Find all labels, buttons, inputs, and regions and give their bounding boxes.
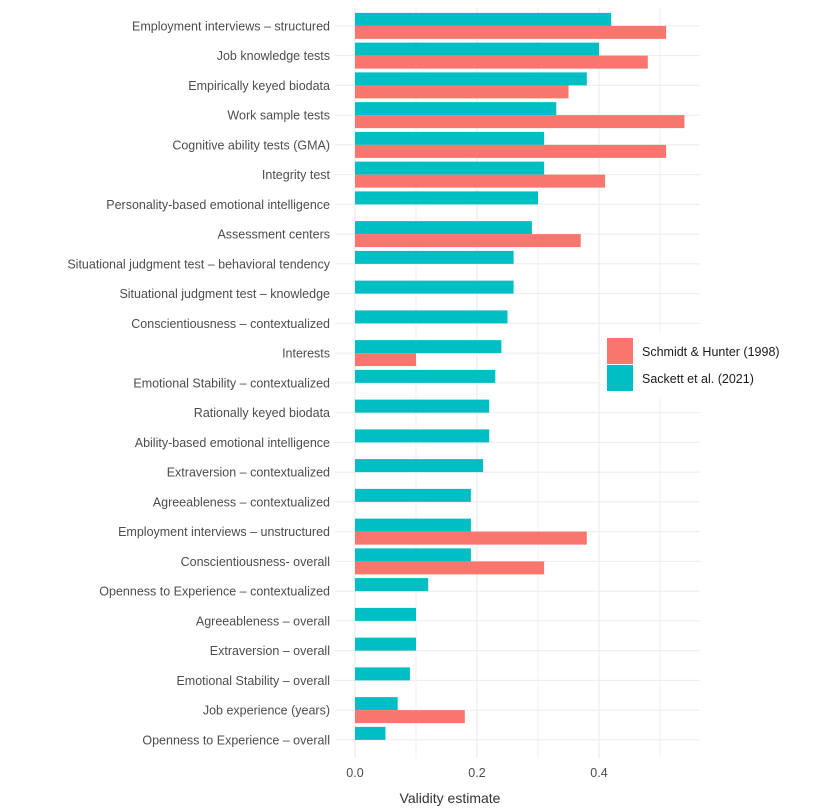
category-label: Ability-based emotional intelligence [135, 436, 330, 450]
bar-sackett-2021 [355, 488, 471, 502]
bar-sackett-2021 [355, 340, 502, 354]
bar-sackett-2021 [355, 280, 514, 294]
category-label: Openness to Experience – overall [142, 733, 330, 747]
category-label: Interests [282, 347, 330, 361]
category-label: Job experience (years) [203, 704, 330, 718]
bar-sackett-2021 [355, 250, 514, 264]
category-label: Work sample tests [227, 109, 330, 123]
category-label: Job knowledge tests [217, 49, 330, 63]
category-label: Extraversion – overall [210, 644, 330, 658]
legend-label: Schmidt & Hunter (1998) [642, 345, 780, 359]
category-label: Agreeableness – overall [196, 614, 330, 628]
bar-schmidt-hunter-1998 [355, 144, 667, 158]
bar-sackett-2021 [355, 518, 471, 532]
legend: Schmidt & Hunter (1998) Sackett et al. (2… [600, 332, 780, 397]
category-label: Situational judgment test – behavioral t… [67, 257, 330, 271]
category-label: Emotional Stability – overall [176, 674, 330, 688]
category-label: Extraversion – contextualized [167, 466, 330, 480]
bar-sackett-2021 [355, 102, 557, 116]
bar-sackett-2021 [355, 697, 398, 711]
bar-sackett-2021 [355, 12, 612, 26]
bar-sackett-2021 [355, 637, 416, 651]
category-label: Openness to Experience – contextualized [99, 585, 330, 599]
category-label: Integrity test [262, 168, 331, 182]
bar-sackett-2021 [355, 72, 587, 86]
bar-sackett-2021 [355, 369, 496, 383]
x-tick-label: 0.2 [468, 766, 485, 780]
x-tick-label: 0.0 [346, 766, 363, 780]
category-label: Situational judgment test – knowledge [119, 287, 330, 301]
bar-schmidt-hunter-1998 [355, 531, 587, 545]
category-label: Conscientiousness – contextualized [131, 317, 330, 331]
bar-schmidt-hunter-1998 [355, 55, 648, 69]
legend-label: Sackett et al. (2021) [642, 372, 754, 386]
category-labels: Employment interviews – structured Job kn… [67, 19, 330, 747]
bar-sackett-2021 [355, 131, 545, 145]
legend-swatch [607, 365, 633, 391]
bar-sackett-2021 [355, 667, 410, 681]
bar-sackett-2021 [355, 429, 490, 443]
bars [355, 12, 685, 740]
category-label: Conscientiousness- overall [181, 555, 330, 569]
bar-sackett-2021 [355, 726, 386, 740]
bar-sackett-2021 [355, 459, 484, 473]
category-label: Emotional Stability – contextualized [133, 376, 330, 390]
bar-sackett-2021 [355, 607, 416, 621]
bar-sackett-2021 [355, 578, 429, 592]
bar-sackett-2021 [355, 221, 532, 235]
bar-schmidt-hunter-1998 [355, 234, 581, 248]
bar-schmidt-hunter-1998 [355, 25, 667, 39]
category-label: Cognitive ability tests (GMA) [172, 138, 330, 152]
category-label: Assessment centers [217, 228, 330, 242]
bar-schmidt-hunter-1998 [355, 561, 545, 575]
category-label: Employment interviews – unstructured [118, 525, 330, 539]
bar-sackett-2021 [355, 42, 599, 56]
bar-sackett-2021 [355, 548, 471, 562]
x-axis-ticks: 0.0 0.2 0.4 [346, 766, 607, 780]
bar-sackett-2021 [355, 161, 545, 175]
bar-sackett-2021 [355, 399, 490, 413]
legend-swatch [607, 338, 633, 364]
category-label: Agreeableness – contextualized [153, 495, 330, 509]
x-tick-label: 0.4 [590, 766, 607, 780]
x-axis-title: Validity estimate [400, 790, 501, 806]
category-label: Rationally keyed biodata [194, 406, 330, 420]
bar-sackett-2021 [355, 191, 538, 205]
category-label: Empirically keyed biodata [188, 79, 330, 93]
bar-schmidt-hunter-1998 [355, 174, 606, 188]
bar-sackett-2021 [355, 310, 508, 324]
bar-schmidt-hunter-1998 [355, 115, 685, 129]
category-label: Employment interviews – structured [132, 19, 330, 33]
bar-schmidt-hunter-1998 [355, 710, 465, 724]
bar-schmidt-hunter-1998 [355, 85, 569, 99]
bar-schmidt-hunter-1998 [355, 353, 416, 367]
category-label: Personality-based emotional intelligence [106, 198, 330, 212]
